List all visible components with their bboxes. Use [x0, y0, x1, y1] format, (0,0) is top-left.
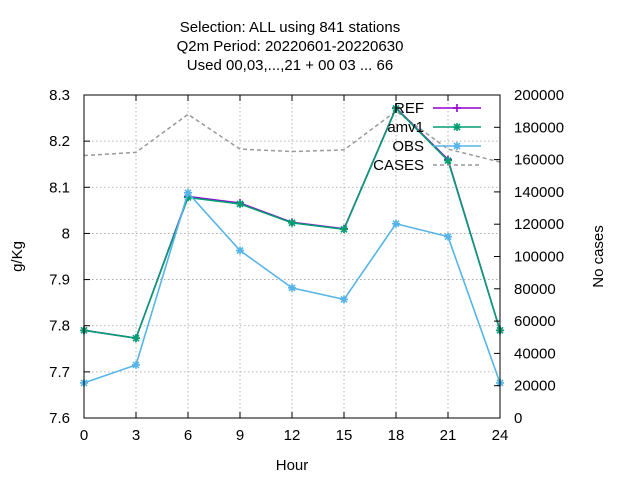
legend-label: amv1 — [387, 119, 424, 136]
y-tick-label: 7.7 — [49, 364, 70, 381]
legend-marker — [453, 104, 461, 112]
x-tick-label: 24 — [492, 427, 509, 444]
legend-label: REF — [394, 100, 424, 117]
x-tick-label: 15 — [336, 427, 353, 444]
data-point — [392, 104, 400, 113]
data-point — [132, 334, 140, 343]
legend-item-ref: REF — [394, 100, 481, 117]
y2-tick-label: 80000 — [514, 281, 556, 298]
y2-tick-label: 200000 — [514, 87, 564, 104]
legend: REF amv1 OBS CASES — [373, 100, 481, 174]
x-tick-label: 3 — [132, 427, 140, 444]
y2-tick-label: 180000 — [514, 119, 564, 136]
legend-label: CASES — [373, 157, 424, 174]
y2-axis-label: No cases — [590, 225, 607, 288]
data-point — [184, 188, 192, 197]
legend-item-obs: OBS — [392, 138, 481, 155]
x-tick-label: 21 — [440, 427, 457, 444]
data-point — [236, 199, 244, 208]
legend-marker — [453, 142, 461, 150]
y2-tick-label: 0 — [514, 410, 522, 427]
legend-marker — [453, 123, 461, 131]
data-point — [392, 219, 400, 228]
y-tick-label: 7.9 — [49, 272, 70, 289]
data-point — [340, 225, 348, 234]
y2-tick-label: 20000 — [514, 378, 556, 395]
x-tick-label: 0 — [80, 427, 88, 444]
data-point — [444, 156, 452, 165]
y-tick-label: 7.6 — [49, 410, 70, 427]
data-point — [132, 360, 140, 369]
legend-item-cases: CASES — [373, 157, 481, 174]
y-tick-label: 7.8 — [49, 318, 70, 335]
y2-tick-label: 140000 — [514, 184, 564, 201]
grid — [84, 95, 500, 418]
ticks: 0 3 6 9 12 15 18 21 24 7.6 7.7 7.8 7.9 8 8.1 8.2 8.3 0 200… — [49, 87, 564, 444]
x-tick-label: 12 — [284, 427, 301, 444]
data-point — [288, 283, 296, 292]
y2-tick-label: 160000 — [514, 152, 564, 169]
legend-item-amv1: amv1 — [387, 119, 481, 136]
data-point — [236, 246, 244, 255]
y2-tick-label: 60000 — [514, 313, 556, 330]
data-point — [340, 295, 348, 304]
title-line: Q2m Period: 20220601-20220630 — [177, 38, 404, 55]
series-line-cases — [83, 110, 501, 163]
data-point — [288, 218, 296, 227]
y-axis-label: g/Kg — [9, 241, 26, 272]
legend-label: OBS — [392, 138, 424, 155]
y-tick-label: 8.2 — [49, 133, 70, 150]
x-tick-label: 6 — [184, 427, 192, 444]
x-tick-label: 18 — [388, 427, 405, 444]
series-obs — [80, 188, 504, 387]
y-tick-label: 8.3 — [49, 87, 70, 104]
data-point — [444, 232, 452, 241]
chart-title: Selection: ALL using 841 stations Q2m Per… — [177, 19, 404, 74]
x-axis-label: Hour — [276, 457, 309, 474]
y-tick-label: 8 — [62, 225, 70, 242]
y-tick-label: 8.1 — [49, 179, 70, 196]
x-tick-label: 9 — [236, 427, 244, 444]
series-group — [80, 103, 504, 387]
y2-tick-label: 100000 — [514, 249, 564, 266]
y2-tick-label: 120000 — [514, 216, 564, 233]
title-line: Used 00,03,...,21 + 00 03 ... 66 — [187, 57, 393, 74]
series-amv1 — [80, 104, 504, 343]
series-cases — [83, 110, 501, 163]
title-line: Selection: ALL using 841 stations — [180, 19, 400, 36]
y2-tick-label: 40000 — [514, 345, 556, 362]
